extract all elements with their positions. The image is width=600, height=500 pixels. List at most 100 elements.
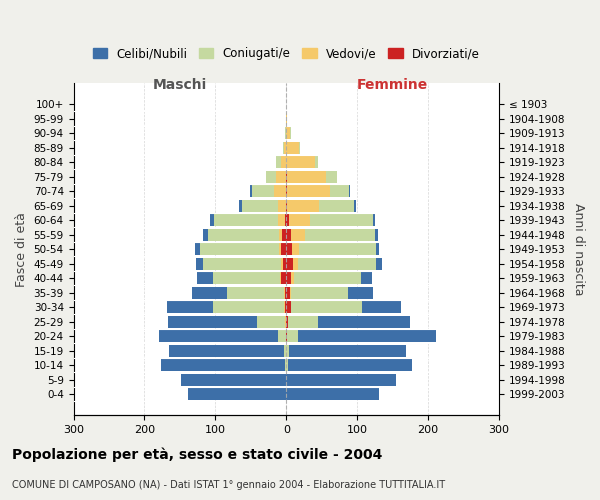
- Bar: [196, 258, 203, 270]
- Legend: Celibi/Nubili, Coniugati/e, Vedovi/e, Divorziati/e: Celibi/Nubili, Coniugati/e, Vedovi/e, Di…: [88, 42, 485, 65]
- Bar: [195, 243, 200, 255]
- Bar: [274, 185, 286, 197]
- Bar: [286, 170, 287, 182]
- Bar: [286, 388, 379, 400]
- Bar: [283, 142, 284, 154]
- Bar: [281, 156, 286, 168]
- Bar: [257, 316, 285, 328]
- Bar: [284, 142, 286, 154]
- Bar: [285, 127, 286, 139]
- Bar: [298, 330, 436, 342]
- Bar: [376, 243, 379, 255]
- Bar: [298, 258, 376, 270]
- Bar: [284, 345, 286, 356]
- Bar: [286, 185, 287, 197]
- Bar: [318, 316, 410, 328]
- Bar: [293, 258, 298, 270]
- Bar: [299, 142, 301, 154]
- Bar: [227, 286, 284, 298]
- Bar: [289, 214, 310, 226]
- Bar: [266, 170, 277, 182]
- Text: Femmine: Femmine: [357, 78, 428, 92]
- Bar: [376, 258, 382, 270]
- Bar: [161, 360, 285, 371]
- Bar: [286, 112, 287, 124]
- Bar: [286, 360, 288, 371]
- Bar: [287, 170, 326, 182]
- Bar: [286, 258, 293, 270]
- Bar: [278, 243, 281, 255]
- Y-axis label: Anni di nascita: Anni di nascita: [572, 203, 585, 296]
- Bar: [348, 286, 373, 298]
- Bar: [305, 228, 375, 240]
- Bar: [286, 272, 290, 284]
- Bar: [291, 301, 362, 313]
- Bar: [286, 142, 299, 154]
- Bar: [281, 258, 283, 270]
- Bar: [286, 330, 287, 342]
- Bar: [283, 258, 286, 270]
- Bar: [286, 286, 290, 298]
- Bar: [314, 156, 318, 168]
- Y-axis label: Fasce di età: Fasce di età: [15, 212, 28, 286]
- Bar: [181, 374, 286, 386]
- Bar: [278, 330, 286, 342]
- Bar: [284, 301, 285, 313]
- Bar: [285, 301, 286, 313]
- Bar: [289, 345, 406, 356]
- Bar: [278, 228, 282, 240]
- Bar: [290, 272, 294, 284]
- Bar: [285, 316, 286, 328]
- Bar: [252, 185, 274, 197]
- Bar: [299, 243, 376, 255]
- Bar: [291, 228, 305, 240]
- Bar: [250, 185, 252, 197]
- Bar: [326, 170, 337, 182]
- Bar: [355, 200, 356, 211]
- Bar: [169, 345, 284, 356]
- Bar: [200, 243, 278, 255]
- Bar: [291, 286, 348, 298]
- Text: COMUNE DI CAMPOSANO (NA) - Dati ISTAT 1° gennaio 2004 - Elaborazione TUTTITALIA.: COMUNE DI CAMPOSANO (NA) - Dati ISTAT 1°…: [12, 480, 445, 490]
- Bar: [280, 272, 281, 284]
- Bar: [286, 228, 291, 240]
- Bar: [192, 286, 227, 298]
- Bar: [286, 243, 292, 255]
- Bar: [310, 214, 373, 226]
- Bar: [278, 200, 286, 211]
- Bar: [290, 301, 291, 313]
- Bar: [277, 170, 286, 182]
- Bar: [281, 272, 286, 284]
- Bar: [287, 185, 329, 197]
- Bar: [286, 301, 290, 313]
- Bar: [239, 200, 242, 211]
- Bar: [278, 214, 285, 226]
- Text: Maschi: Maschi: [153, 78, 207, 92]
- Bar: [214, 214, 278, 226]
- Bar: [208, 228, 278, 240]
- Bar: [158, 330, 278, 342]
- Bar: [281, 243, 286, 255]
- Bar: [286, 374, 396, 386]
- Bar: [373, 214, 375, 226]
- Bar: [349, 185, 350, 197]
- Bar: [285, 360, 286, 371]
- Bar: [288, 316, 289, 328]
- Bar: [290, 286, 291, 298]
- Bar: [362, 301, 401, 313]
- Bar: [167, 301, 213, 313]
- Bar: [319, 200, 355, 211]
- Bar: [285, 214, 286, 226]
- Bar: [287, 200, 319, 211]
- Bar: [375, 228, 378, 240]
- Bar: [212, 272, 280, 284]
- Bar: [286, 214, 289, 226]
- Bar: [286, 345, 289, 356]
- Bar: [197, 272, 212, 284]
- Bar: [286, 127, 290, 139]
- Bar: [286, 156, 314, 168]
- Bar: [288, 360, 412, 371]
- Bar: [284, 286, 285, 298]
- Bar: [294, 272, 361, 284]
- Bar: [211, 214, 214, 226]
